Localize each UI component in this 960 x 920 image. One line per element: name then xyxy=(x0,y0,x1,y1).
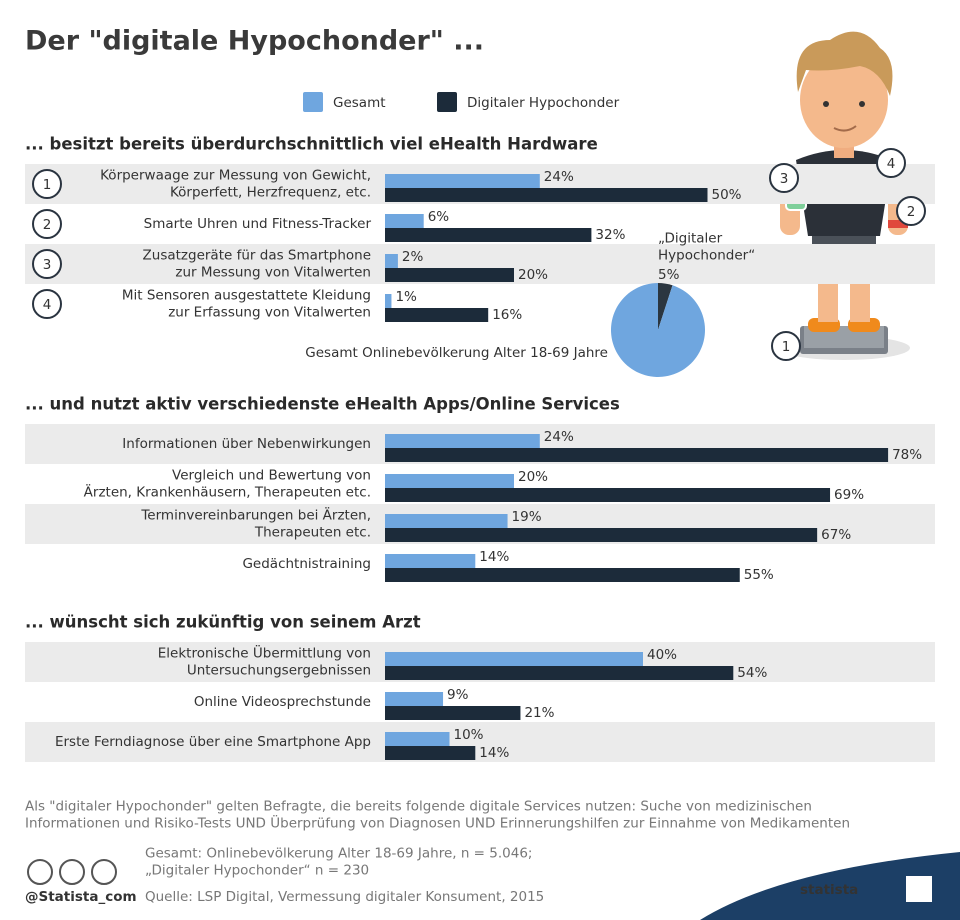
bar xyxy=(385,528,818,542)
bar xyxy=(385,706,521,720)
bar xyxy=(385,732,450,746)
category-label: Mit Sensoren ausgestattete Kleidung zur E… xyxy=(122,288,371,321)
section-title: ... besitzt bereits überdurchschnittlich… xyxy=(25,135,598,154)
pie-caption: Gesamt Onlinebevölkerung Alter 18-69 Jah… xyxy=(305,345,608,361)
bar xyxy=(385,174,540,188)
pie-category-label: „Digitaler Hypochonder“ xyxy=(658,231,755,264)
legend-swatch xyxy=(303,92,323,112)
bar xyxy=(385,666,734,680)
bar xyxy=(385,294,392,308)
value-label: 10% xyxy=(454,727,484,743)
sample-note: Gesamt: Onlinebevölkerung Alter 18-69 Ja… xyxy=(145,846,533,879)
license-icon xyxy=(27,859,53,885)
value-label: 16% xyxy=(492,307,522,323)
category-label: Zusatzgeräte für das Smartphone zur Messu… xyxy=(143,248,371,281)
bar xyxy=(385,188,708,202)
value-label: 50% xyxy=(712,187,742,203)
chart-title: Der "digitale Hypochonder" ... xyxy=(25,26,484,57)
legend-swatch xyxy=(437,92,457,112)
value-label: 54% xyxy=(737,665,767,681)
source: Quelle: LSP Digital, Vermessung digitale… xyxy=(145,889,544,905)
marker-label: 4 xyxy=(43,297,52,313)
value-label: 69% xyxy=(834,487,864,503)
row-background xyxy=(25,722,935,762)
value-label: 14% xyxy=(479,745,509,761)
bar xyxy=(385,514,508,528)
value-label: 55% xyxy=(744,567,774,583)
license-icon xyxy=(91,859,117,885)
value-label: 1% xyxy=(395,289,417,305)
value-label: 32% xyxy=(595,227,625,243)
marker-circle xyxy=(32,209,62,239)
marker-label: 3 xyxy=(780,171,789,187)
brand-icon xyxy=(906,876,932,902)
value-label: 6% xyxy=(428,209,450,225)
marker-label: 3 xyxy=(43,257,52,273)
pie-slice xyxy=(658,283,673,330)
value-label: 67% xyxy=(821,527,851,543)
marker-label: 1 xyxy=(43,177,52,193)
category-label: Online Videosprechstunde xyxy=(194,694,371,710)
license-icon xyxy=(59,859,85,885)
marker-circle xyxy=(32,169,62,199)
bar xyxy=(385,254,398,268)
value-label: 78% xyxy=(892,447,922,463)
marker-circle xyxy=(32,249,62,279)
marker-label: 4 xyxy=(887,156,896,172)
pie-slice xyxy=(611,283,705,377)
bar xyxy=(385,228,592,242)
marker-label: 1 xyxy=(782,339,791,355)
value-label: 20% xyxy=(518,469,548,485)
value-label: 9% xyxy=(447,687,469,703)
value-label: 19% xyxy=(512,509,542,525)
section-title: ... und nutzt aktiv verschiedenste eHeal… xyxy=(25,395,620,414)
bar xyxy=(385,434,540,448)
marker-circle xyxy=(769,163,799,193)
value-label: 40% xyxy=(647,647,677,663)
value-label: 14% xyxy=(479,549,509,565)
bar xyxy=(385,554,476,568)
marker-circle xyxy=(771,331,801,361)
category-label: Elektronische Übermittlung von Untersuchu… xyxy=(158,644,371,679)
value-label: 21% xyxy=(524,705,554,721)
bar xyxy=(385,488,831,502)
credit: @Statista_com xyxy=(25,889,137,905)
brand: statista xyxy=(800,882,858,898)
bar xyxy=(385,308,489,322)
category-label: Körperwaage zur Messung von Gewicht, Körp… xyxy=(100,168,371,201)
legend-label: Gesamt xyxy=(333,95,386,111)
brand-swoosh xyxy=(700,852,960,920)
value-label: 24% xyxy=(544,169,574,185)
marker-circle xyxy=(876,148,906,178)
category-label: Terminvereinbarungen bei Ärzten, Therapeu… xyxy=(140,506,371,541)
bar xyxy=(385,214,424,228)
legend-label: Digitaler Hypochonder xyxy=(467,95,620,111)
value-label: 2% xyxy=(402,249,424,265)
bar xyxy=(385,652,643,666)
value-label: 24% xyxy=(544,429,574,445)
footnote: Als "digitaler Hypochonder" gelten Befra… xyxy=(25,799,850,832)
value-label: 20% xyxy=(518,267,548,283)
marker-circle xyxy=(32,289,62,319)
marker-circle xyxy=(896,196,926,226)
bar xyxy=(385,746,476,760)
category-label: Erste Ferndiagnose über eine Smartphone … xyxy=(55,734,371,750)
bar xyxy=(385,268,514,282)
marker-label: 2 xyxy=(907,204,916,220)
category-label: Informationen über Nebenwirkungen xyxy=(122,436,371,452)
bar xyxy=(385,692,444,706)
bar xyxy=(385,448,889,462)
marker-label: 2 xyxy=(43,217,52,233)
bar xyxy=(385,568,740,582)
section-title: ... wünscht sich zukünftig von seinem Ar… xyxy=(25,613,421,632)
category-label: Vergleich und Bewertung von Ärzten, Krank… xyxy=(84,468,371,501)
category-label: Gedächtnistraining xyxy=(242,556,371,572)
bar xyxy=(385,474,514,488)
pie-value-label: 5% xyxy=(658,267,680,283)
category-label: Smarte Uhren und Fitness-Tracker xyxy=(144,216,372,232)
